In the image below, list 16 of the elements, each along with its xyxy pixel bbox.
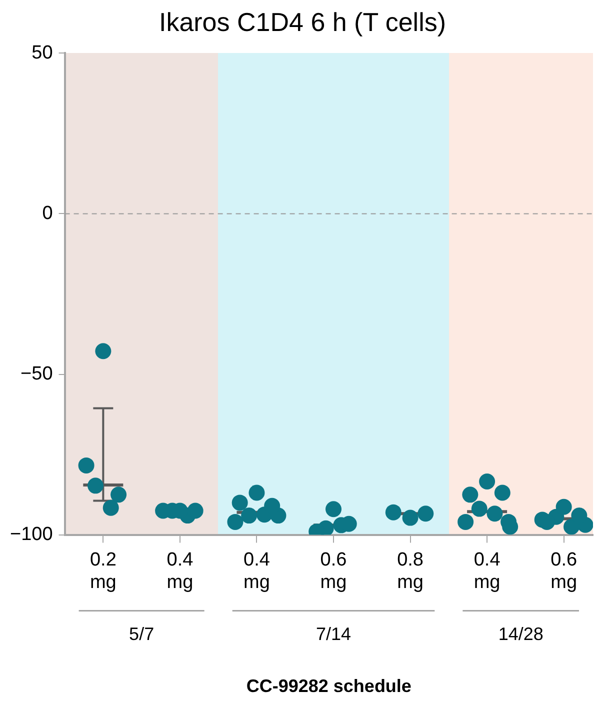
- x-tick-label: 0.8 mg: [397, 549, 424, 594]
- chart-title: Ikaros C1D4 6 h (T cells): [158, 6, 446, 37]
- y-tick-label: 50: [32, 42, 53, 64]
- x-tick-label: 0.6 mg: [320, 549, 347, 594]
- text: 14/28: [498, 624, 544, 644]
- x-tick-label: 0.6 mg: [550, 549, 578, 594]
- x-tick-label: 0.4 mg: [244, 549, 270, 594]
- y-tick-label: 0: [42, 202, 53, 224]
- y-tick-label: −100: [10, 524, 53, 546]
- x-tick-label: 0.2 mg: [90, 549, 116, 594]
- x-axis-title: CC-99282 schedule: [246, 676, 412, 696]
- x-tick-label: 0.4 mg: [166, 549, 194, 594]
- text: 7/14: [316, 624, 352, 644]
- x-tick-label: 0.4 mg: [474, 549, 501, 594]
- y-tick-label: −50: [20, 364, 53, 384]
- text: 5/7: [129, 624, 154, 644]
